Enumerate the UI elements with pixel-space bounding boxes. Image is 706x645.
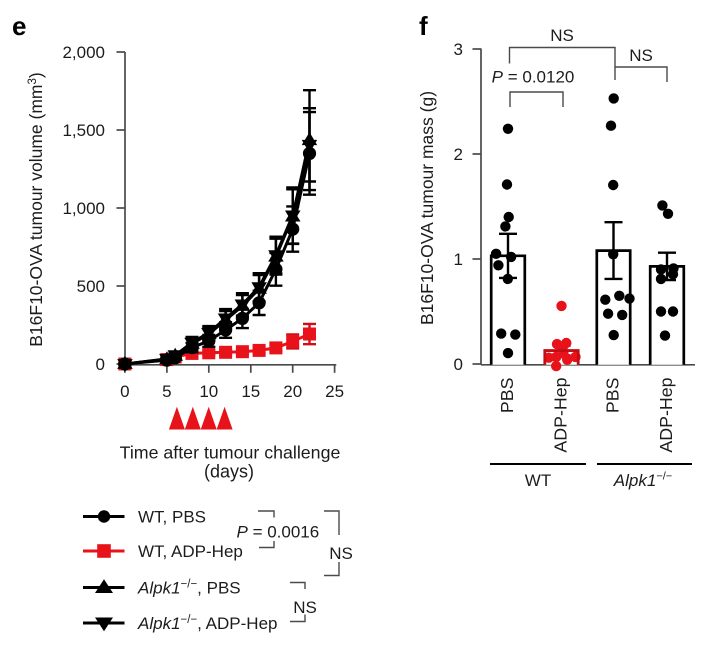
svg-text:15: 15 xyxy=(241,382,260,401)
svg-text:2: 2 xyxy=(454,145,463,164)
svg-text:Time after tumour challenge: Time after tumour challenge xyxy=(120,443,341,463)
svg-text:1: 1 xyxy=(454,250,463,269)
svg-text:B16F10-OVA tumour mass (g): B16F10-OVA tumour mass (g) xyxy=(417,91,437,325)
svg-text:25: 25 xyxy=(325,382,344,401)
svg-text:1,000: 1,000 xyxy=(62,199,105,218)
svg-text:NS: NS xyxy=(629,46,653,65)
svg-text:Alpk1−/−: Alpk1−/− xyxy=(613,471,672,491)
svg-text:2,000: 2,000 xyxy=(62,43,105,62)
svg-text:NS: NS xyxy=(293,598,317,617)
svg-text:0: 0 xyxy=(120,382,129,401)
svg-text:0: 0 xyxy=(454,355,463,374)
svg-text:f: f xyxy=(419,11,428,41)
svg-text:Alpk1−/−, ADP-Hep: Alpk1−/−, ADP-Hep xyxy=(137,614,277,633)
svg-text:P = 0.0120: P = 0.0120 xyxy=(492,68,575,87)
svg-text:Alpk1−/−, PBS: Alpk1−/−, PBS xyxy=(137,579,241,598)
svg-text:5: 5 xyxy=(162,382,171,401)
svg-text:10: 10 xyxy=(199,382,218,401)
svg-text:0: 0 xyxy=(96,355,105,374)
svg-text:(days): (days) xyxy=(204,462,254,482)
svg-text:NS: NS xyxy=(550,26,574,45)
svg-text:P = 0.0016: P = 0.0016 xyxy=(237,523,320,542)
svg-text:WT: WT xyxy=(525,471,551,490)
svg-text:e: e xyxy=(12,11,26,41)
svg-text:WT, PBS: WT, PBS xyxy=(138,508,206,527)
svg-text:3: 3 xyxy=(454,40,463,59)
svg-text:1,500: 1,500 xyxy=(62,121,105,140)
svg-text:500: 500 xyxy=(77,277,105,296)
svg-text:20: 20 xyxy=(283,382,302,401)
svg-text:B16F10-OVA tumour volume (mm3): B16F10-OVA tumour volume (mm3) xyxy=(26,72,46,347)
svg-text:NS: NS xyxy=(329,544,353,563)
svg-text:PBS: PBS xyxy=(497,377,517,413)
svg-text:ADP-Hep: ADP-Hep xyxy=(656,377,676,452)
svg-text:WT, ADP-Hep: WT, ADP-Hep xyxy=(138,542,243,561)
svg-text:ADP-Hep: ADP-Hep xyxy=(551,377,571,452)
svg-text:PBS: PBS xyxy=(603,377,623,413)
